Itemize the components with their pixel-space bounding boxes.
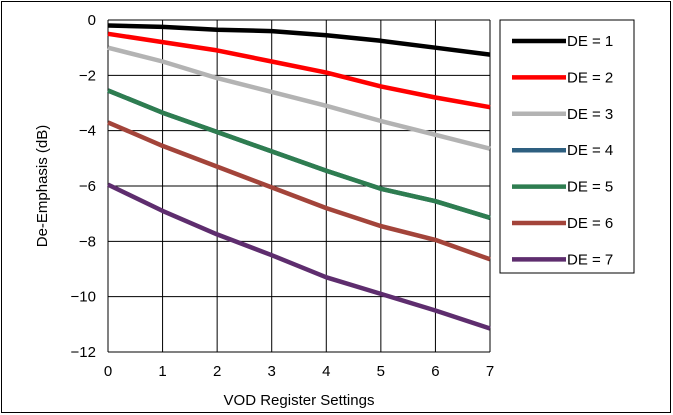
legend-label: DE = 6 — [567, 215, 613, 232]
x-tick-label: 6 — [431, 363, 439, 380]
grid — [107, 19, 491, 353]
legend-label: DE = 1 — [567, 33, 613, 50]
series-line — [107, 23, 491, 57]
x-tick-label: 7 — [486, 363, 494, 380]
y-tick-label: −4 — [79, 123, 96, 140]
legend-label: DE = 3 — [567, 106, 613, 123]
series-line — [107, 45, 491, 151]
series-line — [107, 182, 491, 331]
x-tick-label: 2 — [213, 363, 221, 380]
y-tick-label: −10 — [71, 289, 96, 306]
series-line — [107, 31, 491, 110]
y-tick-label: −2 — [79, 67, 96, 84]
series-line — [107, 120, 491, 262]
x-tick-label: 5 — [377, 363, 385, 380]
y-tick-label: −8 — [79, 233, 96, 250]
y-axis-label: De-Emphasis (dB) — [34, 125, 51, 248]
legend-label: DE = 2 — [567, 69, 613, 86]
series-line — [107, 88, 491, 220]
x-axis-label: VOD Register Settings — [224, 392, 375, 409]
x-tick-label: 1 — [158, 363, 166, 380]
legend-box — [499, 19, 635, 274]
legend: DE = 1 DE = 2 DE = 3 DE = 4 DE = 5 DE = 6 DE =… — [499, 19, 635, 274]
legend-label: DE = 7 — [567, 251, 613, 268]
legend-label: DE = 5 — [567, 179, 613, 196]
series-lines — [107, 23, 491, 331]
x-tick-label: 3 — [268, 363, 276, 380]
x-tick-label: 4 — [322, 363, 330, 380]
x-tick-label: 0 — [104, 363, 112, 380]
y-tick-label: −6 — [79, 178, 96, 195]
y-tick-label: −12 — [71, 344, 96, 361]
legend-label: DE = 4 — [567, 142, 613, 159]
y-tick-label: 0 — [88, 12, 96, 29]
tick-labels: 0 1 2 3 4 5 6 7 0 −2 −4 −6 −8 −10 −12 — [71, 12, 495, 380]
